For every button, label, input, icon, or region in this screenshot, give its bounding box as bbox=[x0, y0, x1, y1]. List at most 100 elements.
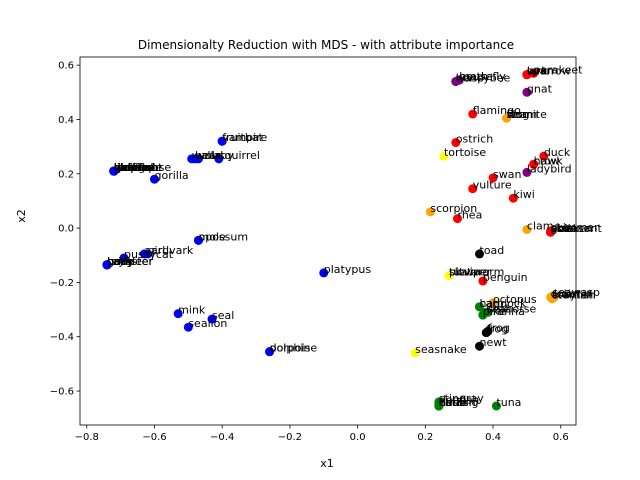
data-point bbox=[488, 173, 498, 183]
point-label: flea bbox=[507, 108, 527, 121]
point-label: leopard bbox=[114, 161, 156, 174]
point-label: mole bbox=[198, 230, 226, 243]
data-point bbox=[183, 322, 193, 332]
point-label: giraffe bbox=[114, 161, 150, 174]
data-point bbox=[434, 397, 444, 407]
data-point bbox=[546, 227, 556, 237]
data-point bbox=[187, 154, 197, 164]
data-point bbox=[173, 309, 183, 319]
point-label: slug bbox=[507, 108, 530, 121]
point-label: tuatara bbox=[449, 266, 489, 279]
point-label: hawk bbox=[534, 154, 564, 167]
point-label: pitviper bbox=[449, 266, 492, 279]
x-tick-label: 0.0 bbox=[350, 432, 366, 443]
point-label: newt bbox=[480, 336, 508, 349]
point-label: octopus bbox=[493, 293, 537, 306]
data-point bbox=[102, 260, 112, 270]
data-point bbox=[529, 159, 539, 169]
x-tick-label: −0.6 bbox=[142, 432, 166, 443]
data-point bbox=[475, 341, 485, 351]
point-label: pony bbox=[107, 255, 135, 268]
point-label: crab bbox=[551, 287, 575, 300]
point-label: seal bbox=[212, 309, 234, 322]
data-point bbox=[439, 151, 449, 161]
data-point bbox=[425, 207, 435, 217]
point-label: deer bbox=[114, 161, 140, 174]
point-label: tuna bbox=[496, 396, 521, 409]
data-point bbox=[149, 174, 159, 184]
data-point bbox=[119, 253, 129, 263]
point-label: mongoose bbox=[114, 161, 172, 174]
point-label: termite bbox=[507, 108, 547, 121]
point-label: piranha bbox=[483, 305, 525, 318]
data-point bbox=[522, 87, 532, 97]
point-label: herring bbox=[439, 396, 479, 409]
data-point bbox=[539, 151, 549, 161]
point-label: raccoon bbox=[114, 161, 158, 174]
point-label: carp bbox=[480, 297, 504, 310]
x-axis-label: x1 bbox=[320, 457, 334, 470]
point-label: bass bbox=[439, 396, 464, 409]
point-label: polecat bbox=[114, 161, 155, 174]
data-labels: aardvarkantelopebassbearboarbuffalocalfc… bbox=[107, 63, 602, 409]
point-label: cheetah bbox=[114, 161, 159, 174]
data-point bbox=[502, 113, 512, 123]
data-point bbox=[478, 276, 488, 286]
point-label: porpoise bbox=[270, 342, 318, 355]
point-label: penguin bbox=[483, 271, 528, 284]
point-label: mink bbox=[178, 304, 206, 317]
point-label: sealion bbox=[188, 317, 227, 330]
point-label: sole bbox=[488, 302, 511, 315]
point-label: stingray bbox=[439, 392, 484, 405]
point-label: wasp bbox=[456, 71, 484, 84]
point-label: reindeer bbox=[107, 255, 154, 268]
point-label: pike bbox=[483, 305, 506, 318]
point-label: duck bbox=[544, 146, 571, 159]
point-label: oryx bbox=[107, 255, 132, 268]
data-point bbox=[217, 136, 227, 146]
point-label: dove bbox=[551, 222, 578, 235]
data-point bbox=[522, 167, 532, 177]
point-label: platypus bbox=[324, 263, 372, 276]
data-point bbox=[483, 326, 493, 336]
data-points bbox=[102, 68, 559, 411]
point-label: catfish bbox=[439, 396, 476, 409]
data-point bbox=[508, 193, 518, 203]
point-label: hare bbox=[107, 255, 132, 268]
point-label: ladybird bbox=[527, 162, 572, 175]
data-point bbox=[410, 348, 420, 358]
point-label: worm bbox=[507, 108, 538, 121]
point-label: skua bbox=[551, 222, 576, 235]
data-point bbox=[193, 154, 203, 164]
data-point bbox=[491, 401, 501, 411]
data-point bbox=[488, 298, 498, 308]
data-point bbox=[265, 347, 275, 357]
point-label: frog bbox=[486, 323, 508, 336]
point-label: gorilla bbox=[154, 169, 188, 182]
x-tick-label: 0.6 bbox=[553, 432, 569, 443]
point-label: boar bbox=[114, 161, 139, 174]
point-label: honeybee bbox=[456, 71, 511, 84]
point-label: skimmer bbox=[551, 221, 599, 234]
y-axis-label: x2 bbox=[15, 209, 28, 223]
point-label: opossum bbox=[198, 230, 248, 243]
y-tick-label: 0.4 bbox=[58, 115, 74, 126]
point-label: lion bbox=[114, 161, 134, 174]
point-label: slowworm bbox=[449, 266, 504, 279]
data-point bbox=[453, 214, 463, 224]
point-label: calf bbox=[107, 255, 128, 268]
point-label: crayfish bbox=[552, 289, 595, 302]
y-tick-label: 0.6 bbox=[58, 61, 74, 72]
point-label: dolphin bbox=[270, 342, 311, 355]
point-label: puma bbox=[114, 161, 145, 174]
point-label: girl bbox=[148, 244, 166, 257]
data-point bbox=[468, 184, 478, 194]
data-point bbox=[193, 235, 203, 245]
point-label: lynx bbox=[114, 161, 138, 174]
point-label: seahorse bbox=[486, 302, 536, 315]
point-label: wallaby bbox=[192, 149, 235, 162]
data-point bbox=[547, 294, 557, 304]
plot-frame bbox=[79, 56, 577, 426]
